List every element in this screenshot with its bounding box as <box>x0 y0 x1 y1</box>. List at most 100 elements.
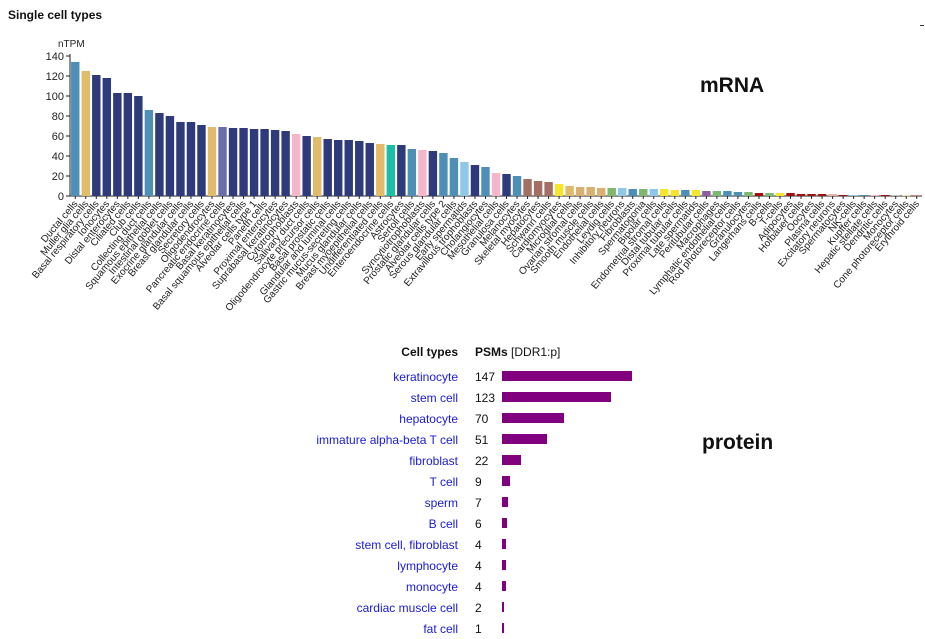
bar[interactable] <box>302 136 311 196</box>
cell-type-link[interactable]: fibroblast <box>409 454 458 468</box>
bar[interactable] <box>702 191 711 196</box>
bar[interactable] <box>418 150 427 196</box>
bar[interactable] <box>691 190 701 196</box>
cell-type-link[interactable]: monocyte <box>405 580 458 594</box>
bar[interactable] <box>817 194 827 196</box>
bar[interactable] <box>470 165 480 196</box>
psm-bar <box>502 623 504 633</box>
bar[interactable] <box>165 116 175 196</box>
bar[interactable] <box>123 93 133 196</box>
bar[interactable] <box>639 189 648 196</box>
bar[interactable] <box>618 188 627 196</box>
bar[interactable] <box>723 191 732 196</box>
bar[interactable] <box>596 188 606 196</box>
bar[interactable] <box>481 167 490 196</box>
bar[interactable] <box>407 149 417 196</box>
bar[interactable] <box>733 192 743 196</box>
bar[interactable] <box>344 140 353 196</box>
psm-value: 9 <box>475 475 482 489</box>
bar[interactable] <box>849 195 858 196</box>
bar[interactable] <box>902 195 911 197</box>
bar[interactable] <box>796 194 806 196</box>
bar[interactable] <box>523 179 532 196</box>
bar[interactable] <box>355 141 364 196</box>
bar[interactable] <box>565 186 574 196</box>
bar[interactable] <box>449 158 459 196</box>
bar[interactable] <box>575 187 585 196</box>
bar[interactable] <box>260 129 269 196</box>
bar[interactable] <box>912 195 921 197</box>
bar[interactable] <box>281 131 290 196</box>
bar[interactable] <box>81 71 90 196</box>
bar[interactable] <box>670 190 680 196</box>
bar[interactable] <box>880 195 890 196</box>
cell-type-link[interactable]: immature alpha-beta T cell <box>316 433 458 447</box>
bar[interactable] <box>239 128 248 196</box>
cell-type-link[interactable]: fat cell <box>423 622 458 636</box>
bar[interactable] <box>744 192 753 196</box>
bar[interactable] <box>365 143 374 196</box>
bar[interactable] <box>544 182 553 196</box>
y-axis-label: nTPM <box>58 39 85 50</box>
protein-row: monocyte 4 <box>0 576 925 597</box>
bar[interactable] <box>155 113 164 196</box>
bar[interactable] <box>270 130 280 196</box>
bar[interactable] <box>113 93 122 196</box>
cell-type-link[interactable]: hepatocyte <box>399 412 458 426</box>
header-psms-label: PSMs <box>475 345 508 359</box>
bar[interactable] <box>197 125 206 196</box>
bar[interactable] <box>176 122 185 196</box>
bar[interactable] <box>92 75 101 196</box>
bar[interactable] <box>765 193 774 196</box>
bar[interactable] <box>428 151 438 196</box>
bar[interactable] <box>649 189 658 196</box>
bar[interactable] <box>186 122 196 196</box>
bar[interactable] <box>870 195 879 196</box>
psm-value: 7 <box>475 496 482 510</box>
bar[interactable] <box>502 174 511 196</box>
bar[interactable] <box>828 194 837 196</box>
bar[interactable] <box>807 194 816 196</box>
bar[interactable] <box>660 189 669 196</box>
bar[interactable] <box>134 96 143 196</box>
bar[interactable] <box>218 127 227 196</box>
bar[interactable] <box>712 191 722 196</box>
bar[interactable] <box>71 62 80 196</box>
bar[interactable] <box>891 195 900 196</box>
bar[interactable] <box>754 193 764 196</box>
bar[interactable] <box>323 139 332 196</box>
bar[interactable] <box>228 128 238 196</box>
bar[interactable] <box>312 137 322 196</box>
bar[interactable] <box>491 173 501 196</box>
cell-type-link[interactable]: T cell <box>429 475 458 489</box>
cell-type-link[interactable]: stem cell, fibroblast <box>355 538 458 552</box>
bar[interactable] <box>397 145 406 196</box>
bar[interactable] <box>554 184 564 196</box>
bar[interactable] <box>628 189 637 196</box>
cell-type-link[interactable]: lymphocyte <box>397 559 458 573</box>
bar[interactable] <box>102 78 112 196</box>
bar[interactable] <box>838 195 848 196</box>
cell-type-link[interactable]: keratinocyte <box>393 370 458 384</box>
cell-type-link[interactable]: stem cell <box>410 391 458 405</box>
bar[interactable] <box>607 188 616 196</box>
cell-type-link[interactable]: B cell <box>428 517 458 531</box>
bar[interactable] <box>512 176 522 196</box>
bar[interactable] <box>334 140 343 196</box>
bar[interactable] <box>859 195 869 196</box>
bar[interactable] <box>376 144 385 196</box>
bar[interactable] <box>439 153 448 196</box>
bar[interactable] <box>533 181 543 196</box>
bar[interactable] <box>386 145 396 196</box>
bar[interactable] <box>144 110 154 196</box>
bar[interactable] <box>586 187 595 196</box>
bar[interactable] <box>681 190 690 196</box>
cell-type-link[interactable]: cardiac muscle cell <box>356 601 458 615</box>
bar[interactable] <box>249 129 259 196</box>
bar[interactable] <box>207 127 217 196</box>
bar[interactable] <box>460 162 469 196</box>
bar[interactable] <box>291 134 301 196</box>
cell-type-link[interactable]: sperm <box>424 496 458 510</box>
bar[interactable] <box>786 193 795 196</box>
bar[interactable] <box>775 193 785 196</box>
